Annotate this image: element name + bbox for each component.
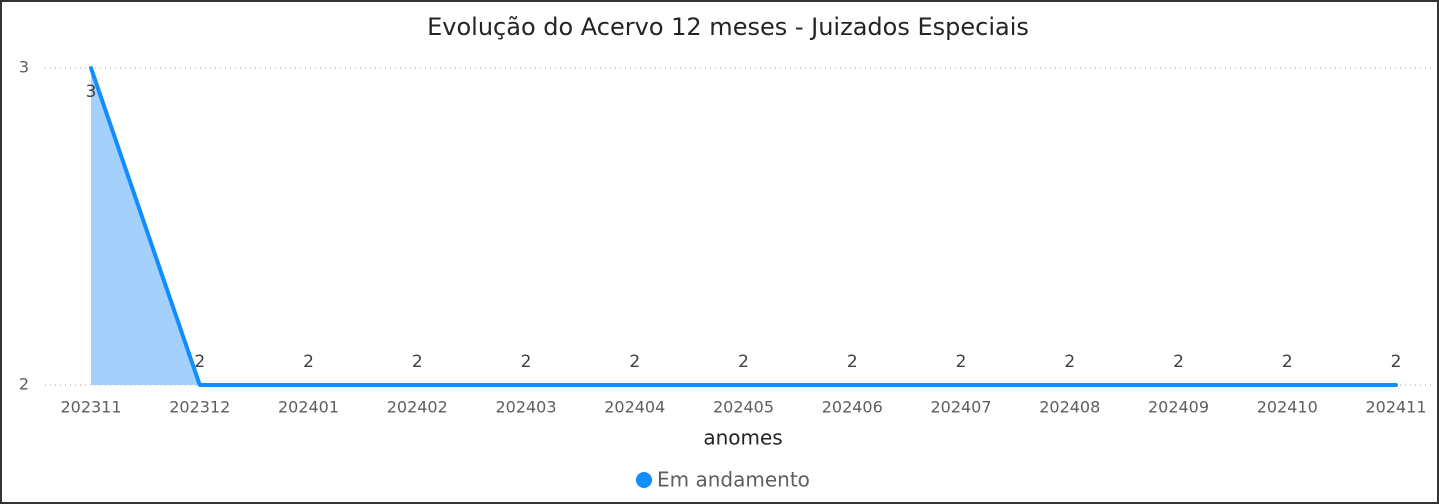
- x-tick-label: 202311: [60, 398, 121, 417]
- data-label: 2: [847, 352, 858, 372]
- data-label: 3: [86, 82, 97, 102]
- data-label: 2: [956, 352, 967, 372]
- x-tick-label: 202312: [169, 398, 230, 417]
- data-label: 2: [1173, 352, 1184, 372]
- data-label: 2: [1282, 352, 1293, 372]
- chart-title: Evolução do Acervo 12 meses - Juizados E…: [427, 13, 1029, 41]
- x-tick-label: 202404: [604, 398, 665, 417]
- data-label: 2: [194, 352, 205, 372]
- data-label: 2: [521, 352, 532, 372]
- x-axis-title: anomes: [703, 426, 782, 450]
- data-label: 2: [412, 352, 423, 372]
- legend-marker: [636, 472, 652, 488]
- line: [89, 66, 1398, 387]
- x-tick-label: 202408: [1039, 398, 1100, 417]
- x-tick-label: 202402: [387, 398, 448, 417]
- y-tick-label: 3: [19, 58, 29, 77]
- data-label: 2: [303, 352, 314, 372]
- data-label: 2: [1391, 352, 1402, 372]
- legend-label: Em andamento: [657, 468, 810, 492]
- x-tick-label: 202411: [1365, 398, 1426, 417]
- data-label: 2: [629, 352, 640, 372]
- x-tick-label: 202407: [930, 398, 991, 417]
- x-tick-label: 202409: [1148, 398, 1209, 417]
- data-label: 2: [738, 352, 749, 372]
- data-label: 2: [1064, 352, 1075, 372]
- x-tick-label: 202406: [822, 398, 883, 417]
- y-tick-label: 2: [19, 375, 29, 394]
- x-tick-label: 202403: [495, 398, 556, 417]
- x-tick-label: 202410: [1257, 398, 1318, 417]
- x-tick-label: 202401: [278, 398, 339, 417]
- x-tick-label: 202405: [713, 398, 774, 417]
